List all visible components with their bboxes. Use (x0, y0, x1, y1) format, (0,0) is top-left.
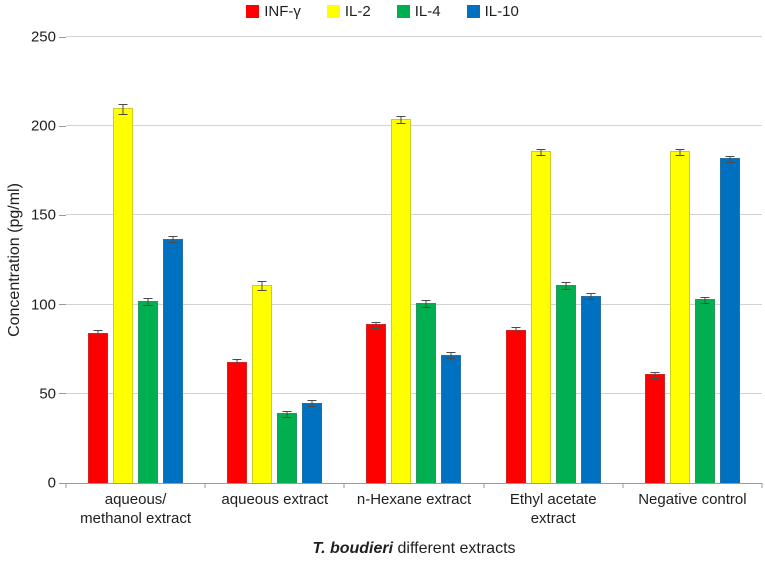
bar-IL-4-5 (694, 296, 715, 483)
bar-group (66, 37, 205, 483)
y-tick-mark (59, 36, 66, 38)
bar-INF-γ-4 (505, 326, 526, 483)
y-tick-labels: 0 50 100 150 200 250 (0, 30, 56, 491)
x-tick-mark (343, 483, 345, 488)
x-axis-title-rest: different extracts (393, 540, 516, 557)
bar-INF-γ-5 (644, 371, 665, 483)
legend-swatch (246, 5, 260, 18)
bar-IL-2-4 (530, 148, 551, 483)
error-bar (586, 293, 596, 301)
bar-IL-10-5 (719, 155, 740, 483)
legend-label: IL-2 (344, 3, 371, 20)
legend-label: INF-γ (264, 3, 301, 20)
error-bar (421, 300, 431, 308)
legend-item-il-2: IL-2 (326, 3, 371, 20)
bar-IL-2-5 (669, 148, 690, 483)
error-bar (446, 351, 456, 360)
x-category-label: aqueous extract (221, 491, 329, 508)
error-bar (700, 296, 710, 304)
x-category-labels: aqueous/ methanol extract aqueous extract… (66, 490, 762, 528)
bar-IL-2-1 (113, 103, 134, 483)
y-tick-label: 250 (30, 28, 56, 46)
bar-IL-4-2 (277, 410, 298, 483)
x-category-label: Negative control (638, 491, 747, 508)
legend-item-il-10: IL-10 (466, 3, 519, 20)
error-bar (282, 410, 292, 419)
gridline (66, 125, 762, 127)
error-bar (257, 281, 267, 291)
error-bar (93, 330, 103, 338)
x-category-label: aqueous/ methanol extract (80, 491, 192, 527)
gridline (66, 303, 762, 305)
legend-label: IL-10 (484, 3, 519, 20)
error-bar (143, 298, 153, 306)
x-category-label: Ethyl acetate extract (509, 491, 597, 527)
bar-IL-4-4 (555, 282, 576, 483)
x-tick-mark (204, 483, 206, 488)
legend: INF-γ IL-2 IL-4 IL-10 (0, 3, 765, 20)
legend-swatch (466, 5, 480, 18)
bar-IL-2-2 (252, 281, 273, 483)
bar-IL-2-3 (391, 116, 412, 483)
bar-IL-4-1 (138, 298, 159, 483)
bar-IL-4-3 (416, 300, 437, 483)
gridline (66, 392, 762, 394)
bar-INF-γ-3 (366, 321, 387, 483)
error-bar (396, 116, 406, 124)
error-bar (650, 371, 660, 379)
error-bar (561, 282, 571, 290)
legend-label: IL-4 (414, 3, 441, 20)
y-tick-label: 0 (47, 474, 56, 492)
y-tick-mark (59, 482, 66, 484)
y-tick-mark (59, 214, 66, 216)
y-tick-label: 50 (39, 385, 56, 403)
bar-INF-γ-1 (88, 330, 109, 483)
bar-INF-γ-2 (227, 359, 248, 483)
error-bar (511, 326, 521, 335)
error-bar (675, 148, 685, 156)
legend-item-il-4: IL-4 (396, 3, 441, 20)
y-tick-mark (59, 125, 66, 127)
bar-IL-10-2 (302, 400, 323, 483)
error-bar (168, 235, 178, 244)
x-tick-mark (761, 483, 763, 488)
legend-swatch (396, 5, 410, 18)
y-tick-label: 200 (30, 117, 56, 135)
bar-IL-10-4 (580, 293, 601, 483)
plot-area (59, 36, 763, 488)
bar-group (484, 37, 623, 483)
legend-item-inf-g: INF-γ (246, 3, 301, 20)
error-bar (371, 321, 381, 329)
legend-swatch (326, 5, 340, 18)
y-tick-label: 150 (30, 206, 56, 224)
x-category-label: n-Hexane extract (356, 491, 472, 508)
x-tick-mark (483, 483, 485, 488)
y-tick-label: 100 (30, 296, 56, 314)
bar-group (623, 37, 762, 483)
error-bar (232, 359, 242, 367)
x-tick-mark (65, 483, 67, 488)
gridline (66, 36, 762, 37)
bar-group (344, 37, 483, 483)
y-tick-mark (59, 393, 66, 395)
bar-group (205, 37, 344, 483)
x-axis-title: T. boudieri different extracts (66, 540, 762, 558)
bar-IL-10-1 (163, 235, 184, 483)
error-bar (725, 155, 735, 163)
bar-IL-10-3 (441, 351, 462, 483)
x-axis-title-species: T. boudieri (312, 540, 394, 557)
y-tick-mark (59, 304, 66, 306)
gridline (66, 214, 762, 216)
error-bar (307, 400, 317, 408)
x-tick-mark (622, 483, 624, 488)
error-bar (118, 103, 128, 115)
error-bar (536, 148, 546, 156)
